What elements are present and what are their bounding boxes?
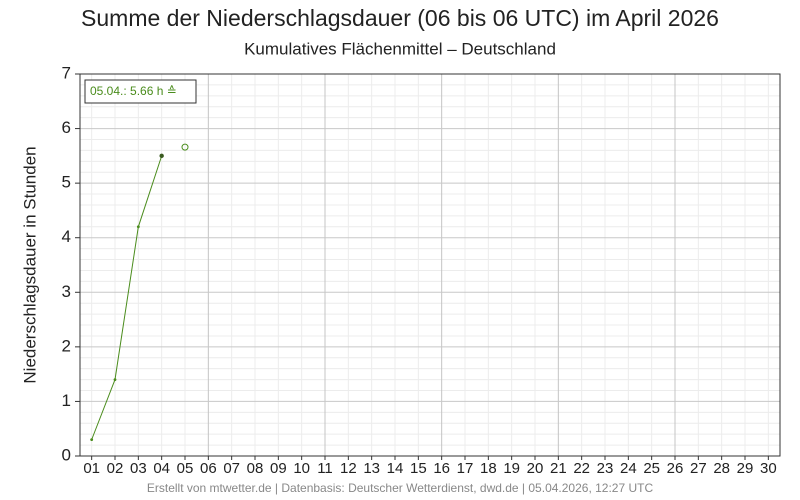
x-tick-label: 25	[643, 460, 660, 477]
x-tick-label: 24	[620, 460, 637, 477]
y-tick-label: 5	[62, 173, 71, 192]
plot-border	[79, 73, 781, 457]
data-point	[136, 225, 140, 229]
x-tick-label: 14	[387, 460, 404, 477]
x-tick-label: 07	[223, 460, 240, 477]
x-tick-label: 10	[293, 460, 310, 477]
legend-label: 05.04.: 5.66 h ≙	[90, 84, 177, 98]
y-axis-label: Niederschlagsdauer in Stunden	[20, 146, 39, 383]
x-tick-label: 18	[480, 460, 497, 477]
x-tick-label: 15	[410, 460, 427, 477]
y-tick-label: 0	[62, 445, 71, 464]
x-tick-label: 12	[340, 460, 357, 477]
data-line	[91, 155, 163, 440]
x-tick-label: 29	[737, 460, 754, 477]
x-tick-label: 06	[200, 460, 217, 477]
x-tick-label: 28	[713, 460, 730, 477]
x-tick-label: 20	[527, 460, 544, 477]
y-tick-label: 2	[62, 336, 71, 355]
x-tick-label: 30	[760, 460, 777, 477]
y-tick-label: 4	[62, 227, 71, 246]
x-tick-label: 22	[573, 460, 590, 477]
footer: Erstellt von mtwetter.de | Datenbasis: D…	[147, 481, 654, 495]
y-tick-label: 3	[62, 282, 71, 301]
x-tick-label: 26	[667, 460, 684, 477]
x-tick-label: 17	[457, 460, 474, 477]
x-tick-label: 21	[550, 460, 567, 477]
chart-title: Summe der Niederschlagsdauer (06 bis 06 …	[81, 5, 719, 31]
x-tick-label: 01	[83, 460, 100, 477]
x-tick-label: 05	[177, 460, 194, 477]
current-point	[181, 143, 189, 151]
x-tick-label: 27	[690, 460, 707, 477]
x-tick-label: 11	[317, 460, 333, 477]
x-tick-label: 19	[503, 460, 520, 477]
data-point	[113, 378, 117, 381]
x-tick-label: 09	[270, 460, 287, 477]
chart-subtitle: Kumulatives Flächenmittel – Deutschland	[244, 39, 556, 58]
x-tick-label: 23	[597, 460, 614, 477]
x-tick-label: 08	[247, 460, 264, 477]
x-tick-label: 16	[433, 460, 450, 477]
data-point	[90, 438, 94, 442]
legend-box	[84, 79, 197, 104]
data-point	[159, 153, 164, 159]
x-tick-label: 04	[153, 460, 170, 477]
plot-area	[80, 74, 780, 456]
x-tick-label: 02	[107, 460, 124, 477]
x-tick-label: 03	[130, 460, 147, 477]
y-tick-label: 1	[62, 391, 71, 410]
y-tick-label: 7	[62, 63, 71, 82]
y-tick-label: 6	[62, 118, 71, 137]
x-tick-label: 13	[363, 460, 380, 477]
